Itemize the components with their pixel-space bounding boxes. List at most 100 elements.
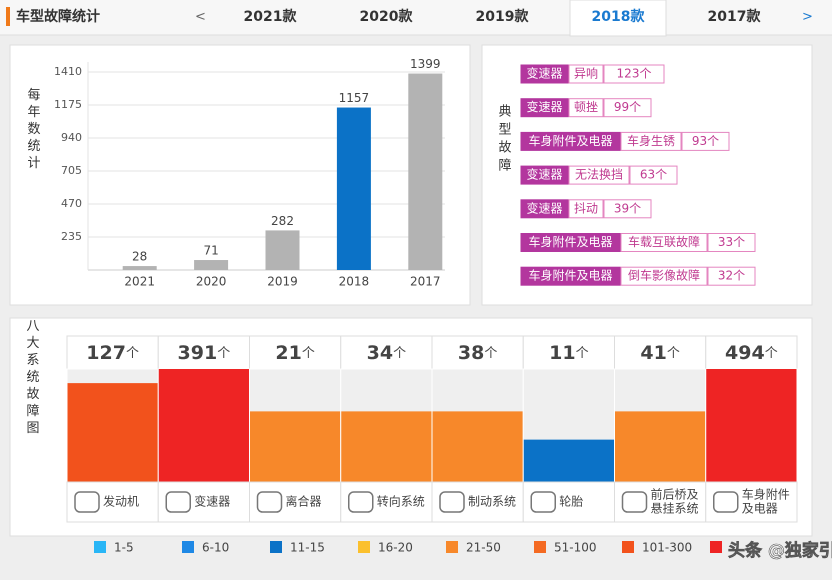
name-cell [157,481,250,523]
system-name: 变速器 [194,494,230,509]
fault-count: 99个 [614,100,641,114]
bar [336,107,371,271]
y-tick-label: 940 [61,131,82,144]
count-unit: 个 [126,346,139,361]
count-number: 127 [86,342,126,364]
system-count: 391个 [178,342,231,364]
legend-label: 51-100 [554,541,597,555]
y-tick-label: 1410 [54,65,82,78]
fault-label: 典型故障 [496,104,512,176]
count-number: 38 [458,342,484,364]
header-bar [0,0,832,35]
x-tick-label: 2021 [124,275,155,289]
count-number: 34 [367,342,393,364]
bar [408,73,443,270]
prev-button[interactable]: < [195,10,206,25]
system-name: 车身附件 [742,487,790,502]
fault-count: 33个 [718,235,745,249]
fault-count-box [707,233,756,252]
bar [265,230,300,270]
fault-count-box [707,266,756,286]
system-name: 制动系统 [468,495,516,509]
fault-count-box [629,165,678,185]
fault-name-box [620,131,682,151]
system-level [615,411,706,482]
system-level [158,369,249,482]
system-count: 11个 [549,342,588,364]
system-count: 494个 [725,342,778,364]
system-name: 发动机 [103,494,139,509]
system-icon [621,491,648,513]
fault-name: 顿挫 [574,100,598,114]
fault-name: 无法换挡 [575,168,623,182]
count-unit: 个 [765,346,778,361]
fault-count-box [603,199,652,219]
fault-name-box [568,64,604,84]
count-number: 41 [640,342,666,364]
count-unit: 个 [302,346,315,361]
tab[interactable]: 2021款 [244,8,298,25]
legend-swatch [358,541,370,553]
count-cell [431,335,524,370]
fault-system: 车身附件及电器 [528,133,612,148]
bar-panel [9,44,471,306]
fault-system-box [520,165,569,185]
y-axis-label: 每年数统计 [25,87,41,173]
legend-label: 21-50 [466,541,501,555]
count-cell [249,335,342,370]
fault-count: 32个 [718,269,745,283]
count-unit: 个 [393,346,406,361]
bar [122,266,157,270]
tab[interactable]: 2020款 [360,8,414,25]
system-count: 34个 [367,342,406,364]
system-level [250,411,341,482]
legend-label: 1-5 [114,541,134,555]
fault-system-box [520,131,621,151]
legend-label: 6-10 [202,541,229,555]
header-title: 车型故障统计 [16,8,100,25]
fault-count: 39个 [614,201,641,215]
fault-name-box [620,266,708,286]
system-level [523,439,614,482]
y-tick-label: 470 [61,197,82,210]
fault-system: 车身附件及电器 [528,234,612,249]
system-icon [256,491,283,513]
fault-name: 抖动 [574,201,598,215]
fault-name-box [568,199,604,219]
fault-system: 车身附件及电器 [528,268,612,283]
fault-system-box [520,266,621,286]
system-icon [439,491,465,513]
count-cell [66,335,159,370]
tab[interactable]: 2019款 [476,8,530,25]
system-icon [530,491,556,513]
legend-swatch [270,541,282,553]
system-level [706,369,797,482]
fault-count-box [603,98,652,118]
name-cell [522,481,615,523]
y-tick-label: 1175 [54,98,82,111]
fault-system-box [520,233,621,252]
legend-swatch [710,541,722,553]
count-cell [157,335,250,370]
legend-label: 16-20 [378,541,413,555]
value-label: 282 [271,214,294,228]
system-icon [713,491,739,513]
system-icon [74,491,100,513]
count-unit: 个 [484,346,497,361]
tab[interactable]: 2017款 [708,8,762,25]
value-label: 1157 [339,91,370,105]
name-cell [66,481,159,523]
tab[interactable]: 2018款 [592,8,646,25]
count-number: 21 [275,342,301,364]
fault-system: 变速器 [526,66,562,81]
fault-name: 车载互联故障 [628,234,700,249]
value-label: 71 [203,244,218,258]
fault-name-box [568,165,630,185]
fault-name: 倒车影像故障 [628,268,700,283]
fault-system: 变速器 [526,167,562,182]
next-button[interactable]: > [802,10,813,25]
system-name: 及电器 [742,502,778,516]
fault-system-box [520,64,569,84]
system-level [432,411,523,482]
fault-count-box [681,131,730,151]
